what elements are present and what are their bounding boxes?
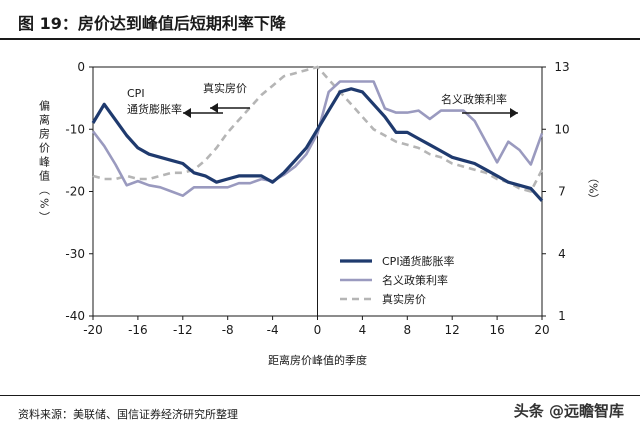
- annotation-cpi-line2: 通货膨胀率: [127, 102, 182, 116]
- legend-label-1: 名义政策利率: [382, 273, 448, 287]
- x-tick-label: 20: [534, 323, 549, 337]
- y-right-tick-label: 7: [558, 185, 566, 199]
- x-axis-title: 距离房价峰值的季度: [268, 353, 367, 367]
- annotation-house-price-arrow-head: [210, 103, 218, 113]
- x-tick-label: 4: [359, 323, 367, 337]
- x-tick-label: -12: [173, 323, 193, 337]
- x-tick-label: 16: [489, 323, 504, 337]
- y-right-axis-title: （%）: [587, 172, 600, 204]
- annotation-policy-rate: 名义政策利率: [441, 92, 507, 106]
- chart-axes: -20 -16 -12 -8 -4 0 4 8 12 16 200-10-20-30-4013107…: [65, 60, 569, 337]
- y-left-axis-title: 偏离房价峰值（%）: [38, 99, 51, 226]
- annotation-policy-rate-arrow-head: [510, 108, 518, 118]
- series-line-0: [91, 87, 544, 202]
- legend-label-0: CPI通货膨胀率: [382, 254, 455, 268]
- x-tick-label: 8: [403, 323, 411, 337]
- x-tick-label: 12: [445, 323, 460, 337]
- source-note: 资料来源：美联储、国信证券经济研究所整理: [18, 408, 238, 421]
- series-line-2: [92, 65, 544, 194]
- y-right-tick-label: 4: [558, 247, 566, 261]
- x-tick-label: 0: [314, 323, 322, 337]
- x-tick-label: -20: [83, 323, 103, 337]
- y-left-tick-label: -40: [65, 309, 85, 323]
- y-right-tick-label: 13: [554, 60, 569, 74]
- x-tick-label: -16: [128, 323, 148, 337]
- chart-series: [91, 65, 544, 202]
- annotation-house-price: 真实房价: [203, 81, 247, 95]
- annotation-cpi-arrow-head: [183, 108, 191, 118]
- x-tick-label: -4: [267, 323, 279, 337]
- y-left-tick-label: -30: [65, 247, 85, 261]
- line-chart: -20 -16 -12 -8 -4 0 4 8 12 16 200-10-20-30-4013107…: [38, 60, 600, 367]
- y-right-tick-label: 10: [554, 122, 569, 136]
- y-left-tick-label: 0: [77, 60, 85, 74]
- figure-title: 图 19：房价达到峰值后短期利率下降: [18, 14, 286, 33]
- y-left-tick-label: -20: [65, 185, 85, 199]
- footer-divider: [0, 395, 640, 396]
- legend-label-2: 真实房价: [382, 292, 426, 306]
- x-tick-label: -8: [222, 323, 234, 337]
- y-left-tick-label: -10: [65, 122, 85, 136]
- series-line-1: [91, 80, 544, 197]
- watermark-logo: 头条 @远瞻智库: [513, 402, 624, 420]
- annotation-cpi-line1: CPI: [127, 87, 145, 100]
- figure-title-bar: 图 19：房价达到峰值后短期利率下降: [0, 0, 640, 40]
- y-right-tick-label: 1: [558, 309, 566, 323]
